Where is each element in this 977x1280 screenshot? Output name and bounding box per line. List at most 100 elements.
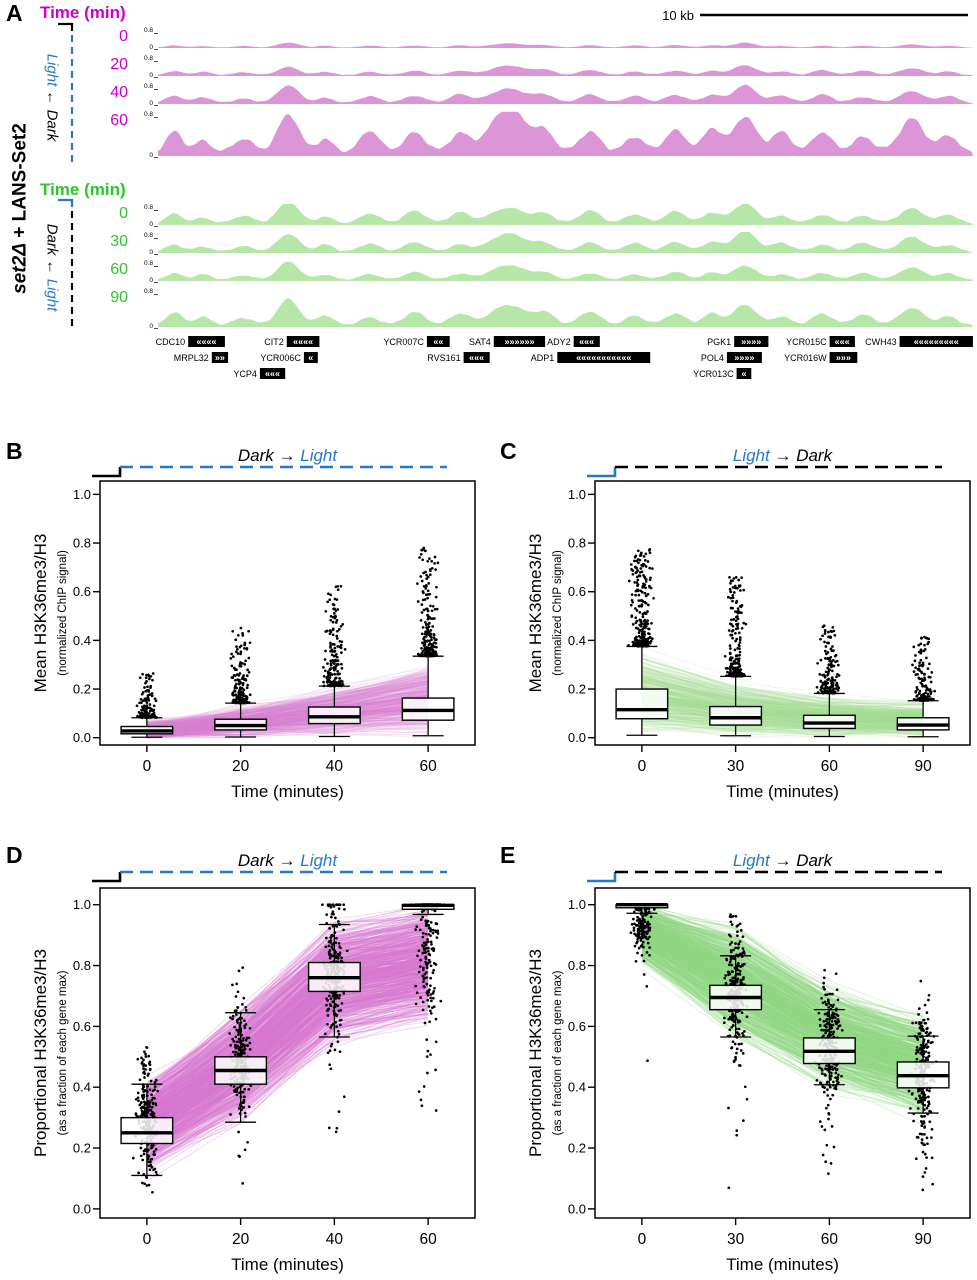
chip-signal-area bbox=[158, 203, 973, 225]
x-tick-label: 20 bbox=[232, 758, 250, 775]
chart-title: Light → Dark bbox=[733, 446, 834, 465]
y-tick-label: 1.0 bbox=[73, 897, 91, 912]
signal-track-depletion-60min: 0.80 bbox=[144, 260, 973, 284]
y-tick-label: 1.0 bbox=[73, 487, 91, 502]
dark-condition-tail bbox=[58, 22, 74, 31]
track-ymax-label: 0.8 bbox=[144, 111, 153, 118]
plot-frame bbox=[594, 887, 971, 1219]
gene-box bbox=[573, 336, 600, 347]
gene-annotation-CWH43: ««««««««« CWH43 bbox=[865, 336, 973, 347]
boxplot bbox=[401, 655, 455, 737]
x-tick-label: 60 bbox=[420, 1231, 438, 1248]
chart-proportional-dark-to-light: Dark → Light 0.0 0.2 0.4 0.6 0.8 1.0 0 20 40 60 Tim… bbox=[31, 851, 476, 1274]
gene-box bbox=[734, 336, 769, 347]
y-axis-title: Mean H3K36me3/H3 bbox=[31, 534, 50, 693]
gene-annotation-CDC10: «««« CDC10 bbox=[156, 336, 225, 347]
chart-title: Dark → Light bbox=[238, 851, 339, 870]
y-tick-label: 0.8 bbox=[568, 958, 586, 973]
plot-frame bbox=[594, 480, 971, 746]
track-ymin-label: 0 bbox=[149, 100, 153, 107]
gene-direction-right-icon: »» bbox=[215, 353, 225, 363]
y-axis-subtitle: (as a fraction of each gene max) bbox=[552, 970, 564, 1135]
signal-track-induction-20min: 0.80 bbox=[144, 55, 973, 79]
gene-annotation-YCR013C: « YCR013C bbox=[693, 368, 752, 379]
gene-annotation-RVS161: ««« RVS161 bbox=[427, 352, 490, 363]
x-tick-label: 0 bbox=[143, 1231, 152, 1248]
y-tick-label: 0.0 bbox=[568, 1201, 586, 1216]
chart-title: Dark → Light bbox=[238, 446, 339, 465]
y-tick-label: 0.2 bbox=[568, 1141, 586, 1156]
signal-track-induction-0min: 0.80 bbox=[144, 27, 973, 51]
gene-annotation-MRPL32: »» MRPL32 bbox=[174, 352, 229, 363]
x-axis-title: Time (minutes) bbox=[231, 1255, 344, 1274]
x-tick-label: 30 bbox=[727, 758, 745, 775]
chip-signal-area bbox=[158, 84, 973, 104]
gene-annotation-YCR006C: « YCR006C bbox=[260, 352, 318, 363]
x-axis-title: Time (minutes) bbox=[726, 1255, 839, 1274]
x-tick-label: 60 bbox=[821, 1231, 839, 1248]
gene-annotation-ADP1: ««««««««««« ADP1 bbox=[531, 352, 651, 363]
gene-annotation-ADY2: ««« ADY2 bbox=[547, 336, 600, 347]
gene-trend-lines bbox=[641, 646, 924, 739]
track-ymax-label: 0.8 bbox=[144, 260, 153, 267]
y-tick-label: 0.4 bbox=[73, 633, 91, 648]
gene-label: POL4 bbox=[701, 353, 724, 363]
track-ymin-label: 0 bbox=[149, 323, 153, 330]
gene-label: SAT4 bbox=[469, 337, 491, 347]
panel-e-label: E bbox=[500, 842, 516, 868]
boxplot bbox=[214, 1012, 268, 1123]
chip-signal-area bbox=[158, 111, 973, 156]
x-tick-label: 30 bbox=[727, 1231, 745, 1248]
gene-label: YCR013C bbox=[693, 369, 734, 379]
timepoint-label: 20 bbox=[110, 56, 128, 73]
gene-label: YCP4 bbox=[233, 369, 257, 379]
y-tick-label: 0.8 bbox=[568, 536, 586, 551]
track-ymax-label: 0.8 bbox=[144, 27, 153, 34]
plot-frame bbox=[99, 887, 476, 1219]
boxplot bbox=[214, 702, 268, 738]
chip-signal-area bbox=[158, 65, 973, 76]
gene-direction-left-icon: ««« bbox=[265, 369, 280, 379]
boxplot bbox=[709, 955, 763, 1038]
y-tick-label: 0.4 bbox=[73, 1080, 91, 1095]
boxplot bbox=[802, 1009, 856, 1086]
signal-track-depletion-90min: 0.80 bbox=[144, 288, 973, 330]
box-iqr bbox=[120, 1116, 174, 1145]
track-ymin-label: 0 bbox=[149, 152, 153, 159]
y-tick-label: 0.6 bbox=[73, 1019, 91, 1034]
track-ymin-label: 0 bbox=[149, 249, 153, 256]
gene-annotation-PGK1: »»»» PGK1 bbox=[707, 336, 769, 347]
gene-label: YCR015C bbox=[786, 337, 827, 347]
gene-label: YCR006C bbox=[260, 353, 301, 363]
gene-direction-left-icon: « bbox=[741, 369, 746, 379]
x-tick-label: 0 bbox=[143, 758, 152, 775]
gene-label: YCR007C bbox=[383, 337, 424, 347]
y-tick-label: 0.0 bbox=[73, 730, 91, 745]
y-tick-label: 0.6 bbox=[568, 1019, 586, 1034]
gene-direction-left-icon: ««««««««««« bbox=[576, 353, 631, 363]
gene-label: ADP1 bbox=[531, 353, 555, 363]
timepoint-label: 40 bbox=[110, 84, 128, 101]
gene-direction-left-icon: «««« bbox=[196, 337, 216, 347]
gene-direction-left-icon: ««« bbox=[469, 353, 484, 363]
chart-title: Light → Dark bbox=[733, 851, 834, 870]
timepoint-label: 0 bbox=[119, 205, 128, 222]
y-tick-label: 0.4 bbox=[568, 1080, 586, 1095]
track-ymin-label: 0 bbox=[149, 44, 153, 51]
y-axis-subtitle: (normalized ChIP signal) bbox=[57, 550, 69, 676]
gene-box bbox=[829, 336, 855, 347]
gene-trend-lines bbox=[146, 665, 429, 739]
gene-label: RVS161 bbox=[427, 353, 460, 363]
condition-bracket-tail bbox=[587, 872, 617, 883]
chart-mean-light-to-dark: Light → Dark 0.0 0.2 0.4 0.6 0.8 1.0 0 30 60 90 Tim… bbox=[526, 446, 971, 801]
boxplot bbox=[307, 923, 361, 1038]
timepoints-light-to-dark: 0 30 60 90 bbox=[86, 0, 128, 340]
y-tick-label: 1.0 bbox=[568, 897, 586, 912]
gene-box bbox=[286, 336, 320, 347]
gene-box bbox=[736, 368, 752, 379]
box-iqr bbox=[709, 705, 763, 726]
track-ymax-label: 0.8 bbox=[144, 55, 153, 62]
plot-frame bbox=[99, 480, 476, 746]
timepoint-label: 0 bbox=[119, 28, 128, 45]
x-axis-title: Time (minutes) bbox=[726, 782, 839, 801]
